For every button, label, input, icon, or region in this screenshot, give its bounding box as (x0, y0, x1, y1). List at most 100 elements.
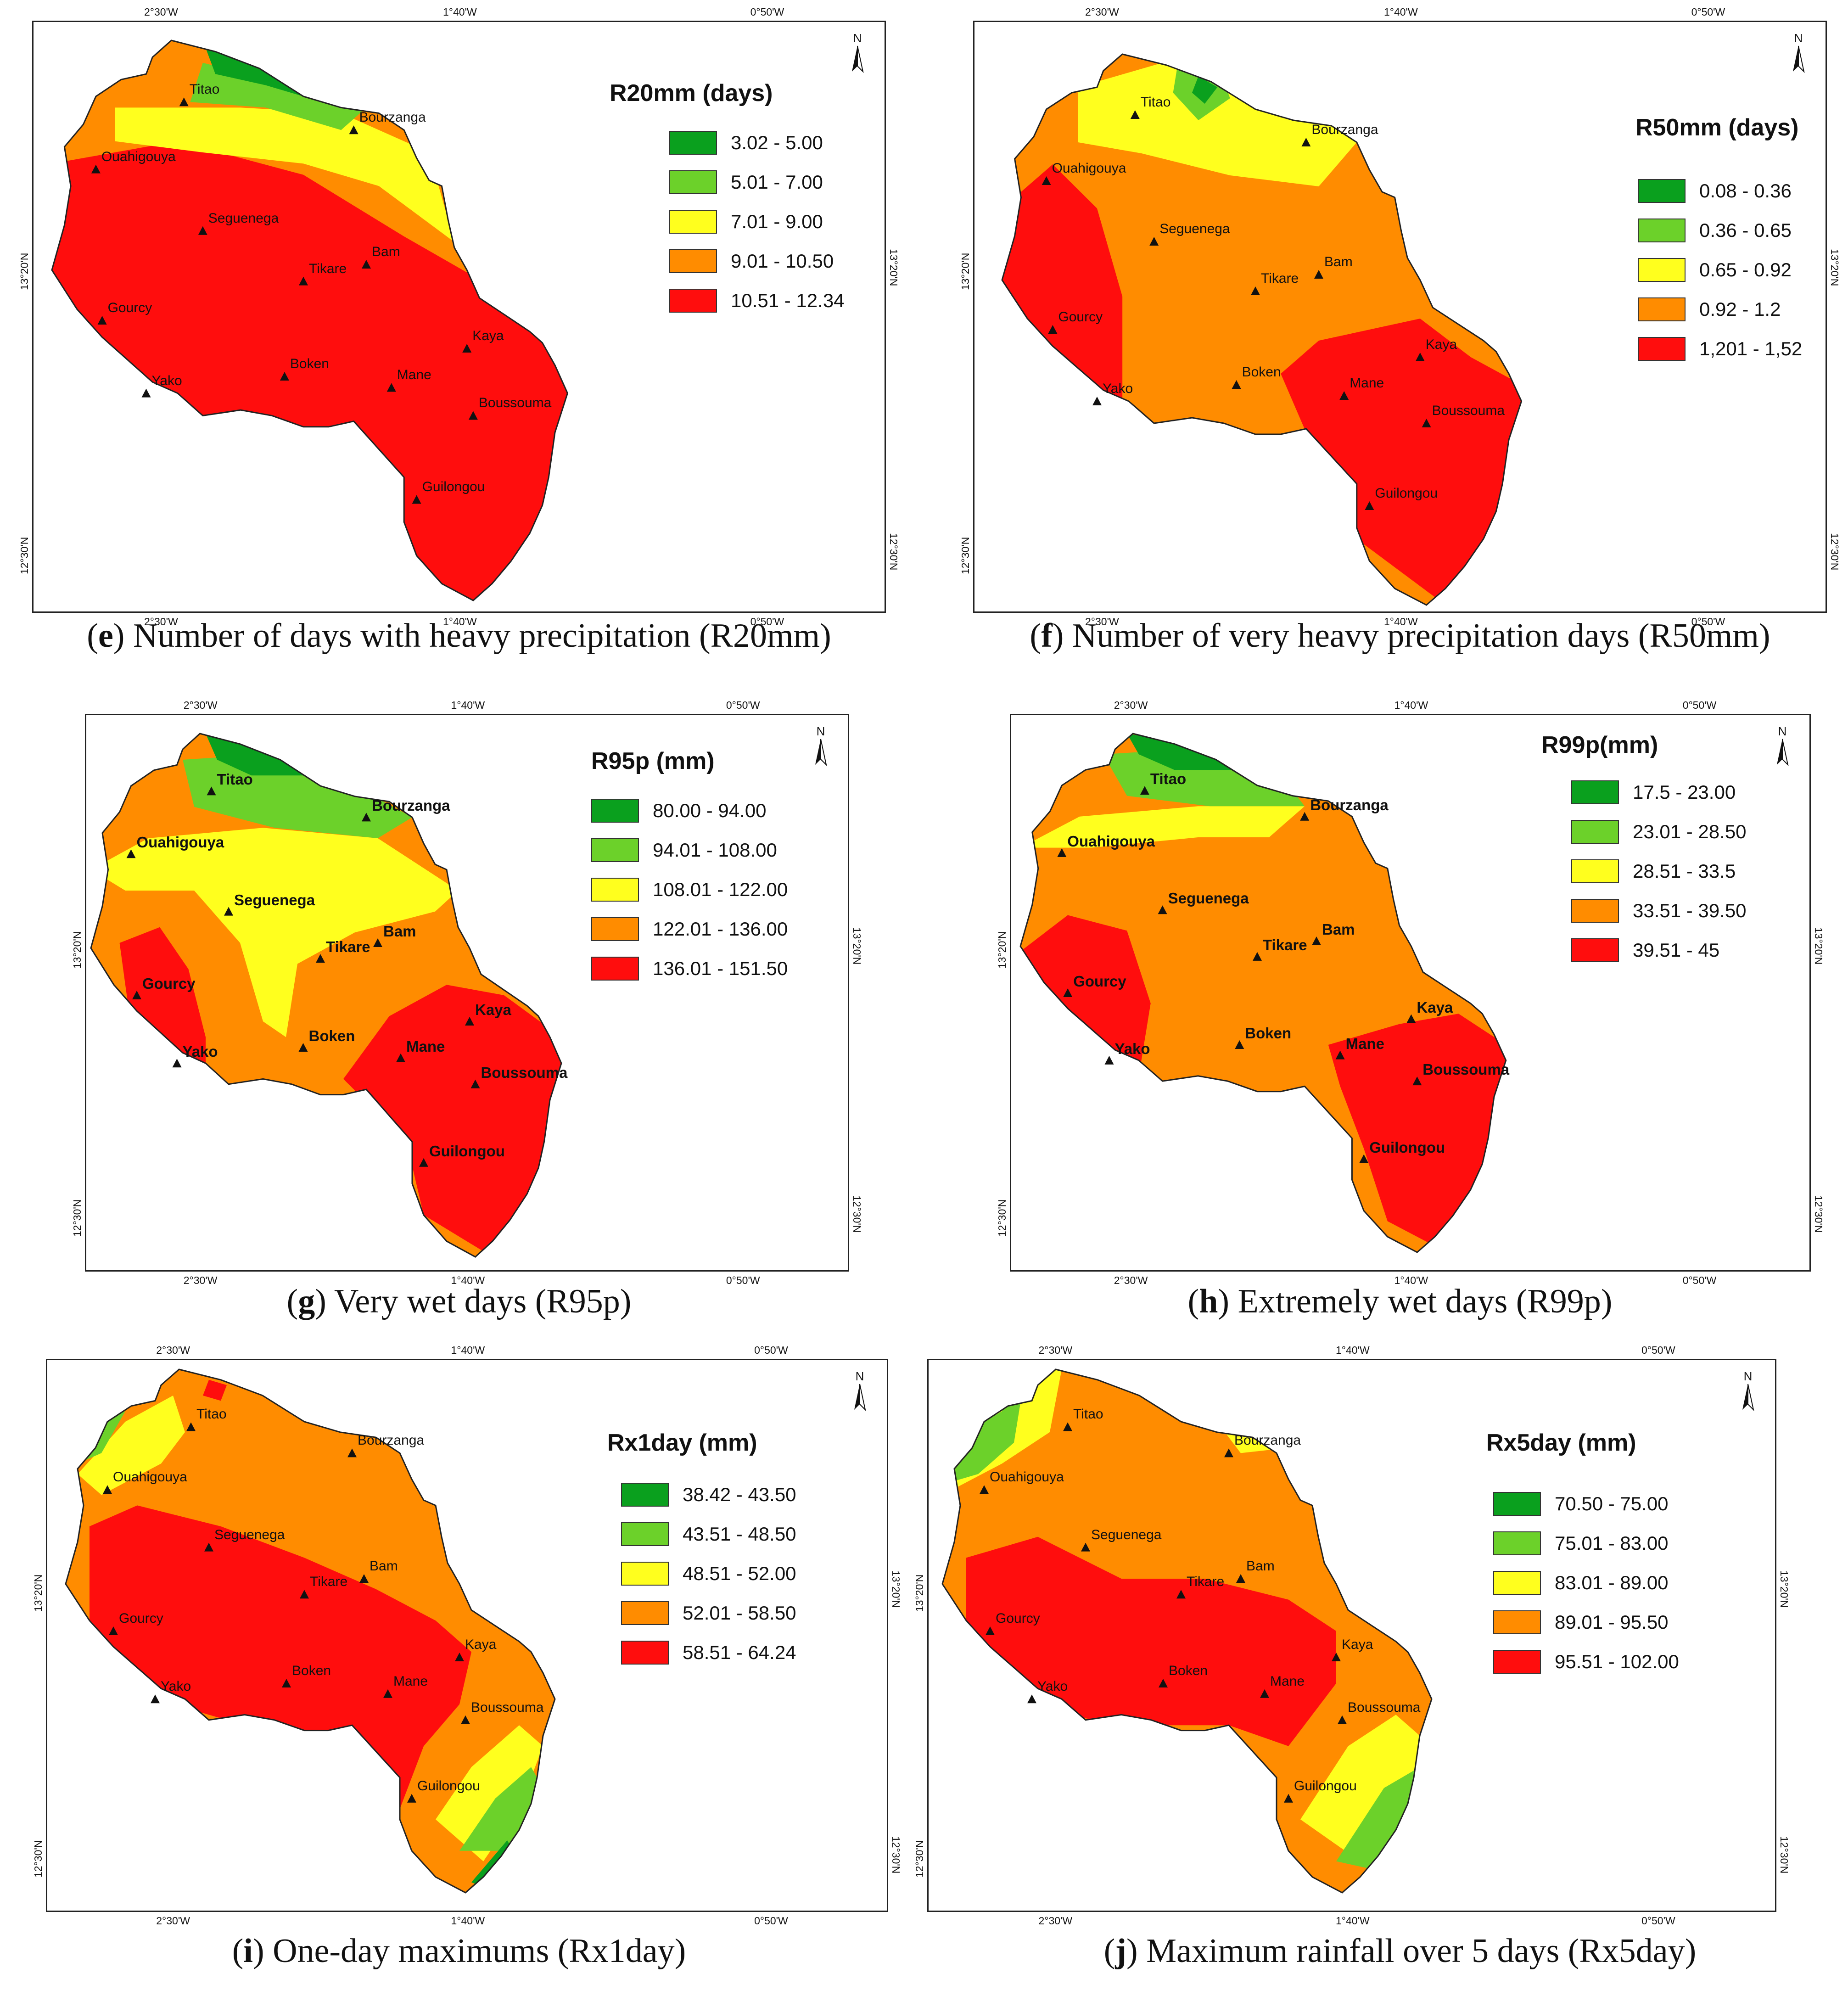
town-label: Bam (1246, 1558, 1275, 1574)
triangle-icon (224, 907, 233, 916)
caption-text: Maximum rainfall over 5 days (Rx5day) (1137, 1932, 1697, 1970)
lat-tick-label: 12°30'N (996, 1199, 1008, 1237)
triangle-icon (386, 383, 396, 392)
caption-letter: f (1041, 617, 1053, 655)
lon-tick-label: 2°30'W (1038, 1915, 1073, 1927)
legend-label: 48.51 - 52.00 (683, 1563, 796, 1584)
triangle-icon (1415, 353, 1425, 361)
town-label: Boussouma (478, 395, 552, 411)
town-label: Titao (189, 82, 220, 97)
town-label: Seguenega (1091, 1527, 1162, 1542)
zone-i-5 (459, 1767, 543, 1851)
lat-tick-label: 13°20'N (888, 248, 900, 286)
triangle-icon (1335, 1050, 1345, 1059)
town-label: Yako (1114, 1040, 1150, 1057)
triangle-icon (1312, 936, 1321, 945)
town-label: Guilongou (1375, 486, 1438, 501)
legend-swatch (621, 1483, 669, 1507)
legend-label: 0.36 - 0.65 (1699, 219, 1792, 241)
town-label: Guilongou (429, 1142, 505, 1160)
lon-tick-label: 0°50'W (1641, 1915, 1675, 1927)
map-e (51, 39, 569, 601)
lon-tick-label: 0°50'W (1691, 616, 1725, 628)
legend-label: 58.51 - 64.24 (683, 1642, 796, 1663)
map-j (941, 1368, 1433, 1894)
triangle-icon (419, 1158, 428, 1167)
triangle-icon (462, 344, 472, 353)
town-label: Guilongou (1369, 1138, 1445, 1156)
lat-tick-label: 13°20'N (890, 1570, 902, 1608)
town-label: Yako (182, 1043, 218, 1060)
legend-swatch (1638, 219, 1686, 242)
zone-h-5 (1328, 1014, 1506, 1252)
region-outline (1019, 733, 1507, 1253)
lat-tick-label: 12°30'N (18, 537, 30, 574)
legend-label: 23.01 - 28.50 (1633, 821, 1747, 842)
town-label: Boken (1245, 1025, 1292, 1042)
legend-label: 1,201 - 1,52 (1699, 338, 1803, 359)
legend-label: 95.51 - 102.00 (1555, 1651, 1679, 1672)
lon-tick-label: 0°50'W (726, 699, 760, 711)
triangle-icon (204, 1542, 213, 1552)
north-label: N (1743, 1369, 1753, 1383)
legend-item: 43.51 - 48.50 (621, 1521, 796, 1547)
caption-letter: g (298, 1283, 315, 1320)
legend-label: 33.51 - 39.50 (1633, 900, 1747, 921)
lon-tick-label: 1°40'W (451, 1274, 485, 1286)
legend-swatch (1571, 938, 1619, 962)
figure-caption: (j) Maximum rainfall over 5 days (Rx5day… (1103, 1932, 1697, 1970)
lat-tick-label: 13°20'N (32, 1574, 44, 1612)
zone-h-1 (1020, 806, 1305, 848)
lat-tick-label: 12°30'N (1813, 1195, 1825, 1233)
caption-letter: j (1115, 1932, 1127, 1970)
zone-g-2 (183, 754, 412, 838)
map-frame-g: Titao Bourzanga Ouahigouya Seguenega Tikare B… (85, 714, 849, 1272)
triangle-icon (299, 276, 308, 286)
town-label: Mane (397, 367, 431, 383)
figure-caption: (e) Number of days with heavy precipitat… (87, 617, 831, 655)
triangle-icon (198, 226, 207, 235)
legend-item: 70.50 - 75.00 (1493, 1491, 1669, 1517)
town-label: Ouahigouya (1052, 161, 1126, 176)
town-label: Guilongou (417, 1778, 480, 1794)
triangle-icon (465, 1017, 474, 1026)
town-label: Mane (393, 1673, 428, 1689)
lat-tick-label: 13°20'N (1829, 248, 1841, 286)
town-label: Seguenega (208, 210, 279, 226)
legend-swatch (591, 957, 639, 981)
triangle-icon (109, 1626, 118, 1635)
legend-swatch (669, 249, 717, 273)
lat-tick-label: 12°30'N (71, 1199, 83, 1237)
legend-item: 17.5 - 23.00 (1571, 779, 1736, 805)
triangle-icon (298, 1043, 308, 1052)
legend-label: 43.51 - 48.50 (683, 1523, 796, 1545)
legend-title: R50mm (days) (1635, 114, 1799, 141)
town-label: Mane (1270, 1673, 1305, 1689)
legend-item: 48.51 - 52.00 (621, 1561, 796, 1586)
legend-item: 5.01 - 7.00 (669, 169, 823, 195)
legend-item: 28.51 - 33.5 (1571, 858, 1736, 884)
town-label: Mane (1345, 1035, 1384, 1052)
triangle-icon (1365, 501, 1374, 510)
triangle-icon (1130, 110, 1140, 119)
triangle-icon (1104, 1055, 1114, 1065)
legend-swatch (1638, 179, 1686, 203)
region-outline (51, 39, 569, 601)
legend-swatch (591, 917, 639, 941)
legend-item: 1,201 - 1,52 (1638, 336, 1802, 362)
town-label: Kaya (1425, 337, 1457, 352)
town-label: Yako (151, 373, 182, 388)
legend-label: 10.51 - 12.34 (731, 290, 845, 311)
legend-swatch (1638, 297, 1686, 321)
lon-tick-label: 1°40'W (451, 699, 485, 711)
legend-swatch (591, 838, 639, 862)
town-label: Tikare (309, 261, 347, 276)
triangle-icon (1301, 138, 1311, 146)
town-label: Gourcy (142, 975, 196, 992)
town-label: Boussouma (1422, 1061, 1510, 1078)
triangle-icon (1338, 1715, 1347, 1724)
legend-swatch (1571, 780, 1619, 804)
legend-swatch (669, 170, 717, 194)
town-label: Yako (161, 1679, 191, 1694)
triangle-icon (207, 786, 216, 796)
